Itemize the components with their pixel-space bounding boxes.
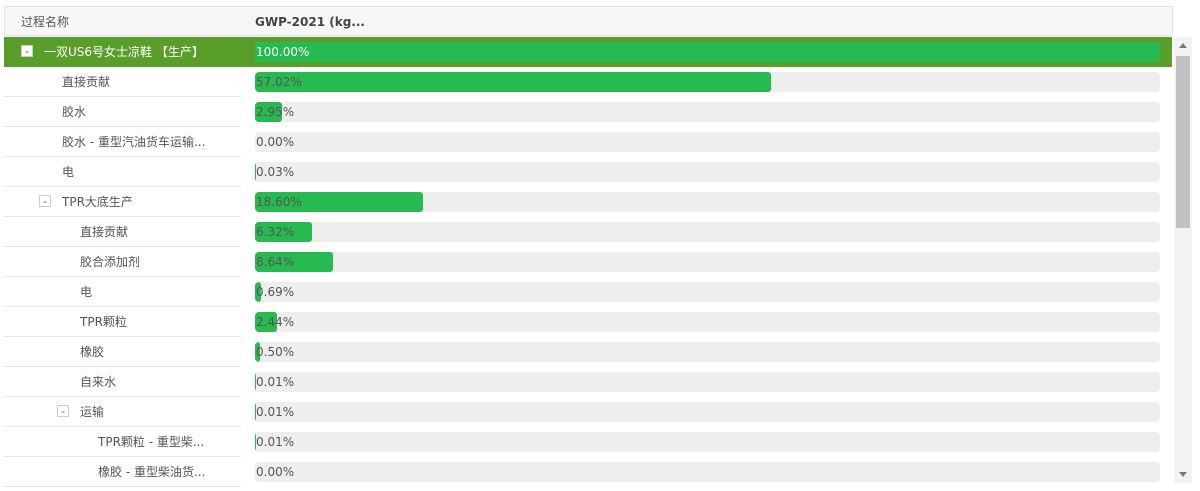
tree-row[interactable]: 直接贡献 57.02% bbox=[4, 67, 1172, 97]
percentage-label: 0.69% bbox=[256, 285, 295, 299]
name-cell: - 一双US6号女士凉鞋 【生产】 bbox=[4, 37, 241, 67]
column-header[interactable]: 过程名称 bbox=[4, 6, 241, 36]
scrollbar[interactable] bbox=[1174, 37, 1192, 483]
percentage-label: 6.32% bbox=[256, 225, 295, 239]
process-name: TPR颗粒 bbox=[80, 315, 127, 329]
percentage-label: 2.95% bbox=[256, 105, 295, 119]
bar-track bbox=[255, 282, 1160, 302]
process-name: 自来水 bbox=[80, 375, 117, 389]
process-name: 胶水 bbox=[62, 105, 87, 119]
process-name: 橡胶 bbox=[80, 345, 105, 359]
expand-toggle[interactable]: - bbox=[39, 195, 51, 207]
name-cell: 电 bbox=[4, 157, 241, 187]
percentage-label: 18.60% bbox=[256, 195, 302, 209]
process-name: 电 bbox=[80, 285, 93, 299]
percentage-label: 8.64% bbox=[256, 255, 295, 269]
bar-track bbox=[255, 102, 1160, 122]
percentage-bar bbox=[255, 312, 278, 332]
tree-row[interactable]: TPR颗粒 - 重型柴... 0.01% bbox=[4, 427, 1172, 457]
bar-track bbox=[255, 132, 1160, 152]
percentage-bar bbox=[255, 72, 772, 92]
tree-row[interactable]: 电 0.03% bbox=[4, 157, 1172, 187]
scroll-thumb[interactable] bbox=[1176, 56, 1190, 228]
percentage-bar bbox=[255, 102, 282, 122]
tree-row[interactable]: 胶水 - 重型汽油货车运输... 0.00% bbox=[4, 127, 1172, 157]
tree-row[interactable]: 橡胶 0.50% bbox=[4, 337, 1172, 367]
tree-row[interactable]: 胶水 2.95% bbox=[4, 97, 1172, 127]
name-cell: TPR颗粒 bbox=[4, 307, 241, 337]
bar-track bbox=[255, 462, 1160, 482]
scroll-arrows[interactable] bbox=[1174, 37, 1192, 483]
name-cell: 橡胶 - 重型柴油货... bbox=[4, 457, 241, 487]
percentage-bar bbox=[255, 342, 260, 362]
bar-track bbox=[255, 252, 1160, 272]
tree-row[interactable]: 橡胶 - 重型柴油货... 0.00% bbox=[4, 457, 1172, 487]
process-name: TPR颗粒 - 重型柴... bbox=[98, 435, 205, 449]
bar-track bbox=[255, 72, 1160, 92]
process-name: 运输 bbox=[80, 405, 105, 419]
percentage-bar bbox=[255, 252, 334, 272]
percentage-label: 100.00% bbox=[256, 45, 310, 59]
percentage-label: 0.03% bbox=[256, 165, 295, 179]
tree-row[interactable]: TPR颗粒 2.44% bbox=[4, 307, 1172, 337]
process-name: 直接贡献 bbox=[80, 225, 129, 239]
process-name: 胶水 - 重型汽油货车运输... bbox=[62, 135, 206, 149]
percentage-label: 57.02% bbox=[256, 75, 302, 89]
percentage-bar bbox=[255, 222, 313, 242]
process-name: 电 bbox=[62, 165, 75, 179]
column-header[interactable]: GWP-2021 (kg... bbox=[240, 6, 1173, 36]
bar-track bbox=[255, 42, 1160, 62]
process-name: 一双US6号女士凉鞋 【生产】 bbox=[44, 45, 204, 59]
name-cell: 胶水 - 重型汽油货车运输... bbox=[4, 127, 241, 157]
name-cell: 胶合添加剂 bbox=[4, 247, 241, 277]
tree-row[interactable]: 自来水 0.01% bbox=[4, 367, 1172, 397]
percentage-bar bbox=[255, 282, 262, 302]
tree-row[interactable]: 电 0.69% bbox=[4, 277, 1172, 307]
tree-row[interactable]: 胶合添加剂 8.64% bbox=[4, 247, 1172, 277]
percentage-label: 0.01% bbox=[256, 375, 295, 389]
tree-row[interactable]: - 一双US6号女士凉鞋 【生产】 100.00% bbox=[4, 37, 1172, 67]
name-cell: 自来水 bbox=[4, 367, 241, 397]
percentage-label: 0.00% bbox=[256, 135, 295, 149]
bar-track bbox=[255, 432, 1160, 452]
bar-track bbox=[255, 372, 1160, 392]
bar-track bbox=[255, 342, 1160, 362]
name-cell: 直接贡献 bbox=[4, 217, 241, 247]
percentage-bar bbox=[255, 192, 424, 212]
name-cell: 直接贡献 bbox=[4, 67, 241, 97]
bar-track bbox=[255, 192, 1160, 212]
process-name: 胶合添加剂 bbox=[80, 255, 141, 269]
name-cell: - 运输 bbox=[4, 397, 241, 427]
percentage-label: 0.01% bbox=[256, 405, 295, 419]
name-cell: 橡胶 bbox=[4, 337, 241, 367]
bar-track bbox=[255, 402, 1160, 422]
percentage-label: 0.50% bbox=[256, 345, 295, 359]
bar-track bbox=[255, 162, 1160, 182]
tree-row[interactable]: - TPR大底生产 18.60% bbox=[4, 187, 1172, 217]
percentage-label: 0.00% bbox=[256, 465, 295, 479]
percentage-label: 0.01% bbox=[256, 435, 295, 449]
name-cell: 胶水 bbox=[4, 97, 241, 127]
bar-track bbox=[255, 222, 1160, 242]
percentage-label: 2.44% bbox=[256, 315, 295, 329]
process-name: 橡胶 - 重型柴油货... bbox=[98, 465, 206, 479]
name-cell: - TPR大底生产 bbox=[4, 187, 241, 217]
process-name: 直接贡献 bbox=[62, 75, 111, 89]
bar-track bbox=[255, 312, 1160, 332]
name-cell: 电 bbox=[4, 277, 241, 307]
expand-toggle[interactable]: - bbox=[57, 405, 69, 417]
percentage-bar bbox=[255, 42, 1160, 62]
expand-toggle[interactable]: - bbox=[21, 45, 33, 57]
tree-row[interactable]: - 运输 0.01% bbox=[4, 397, 1172, 427]
name-cell: TPR颗粒 - 重型柴... bbox=[4, 427, 241, 457]
tree-row[interactable]: 直接贡献 6.32% bbox=[4, 217, 1172, 247]
process-name: TPR大底生产 bbox=[62, 195, 133, 209]
